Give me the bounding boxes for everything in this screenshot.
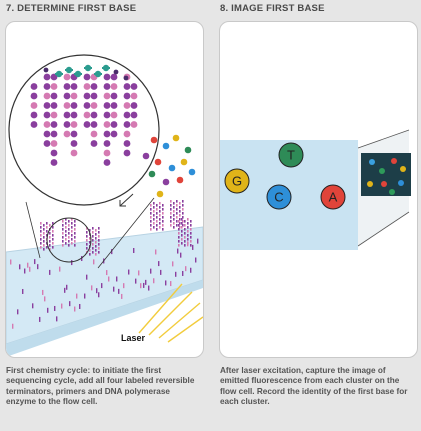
zoom-source-circle (46, 217, 92, 263)
magnified-cluster-circle (8, 54, 160, 206)
magnified-dna-strands (30, 64, 138, 166)
flow-cell-surface (6, 226, 203, 345)
laser-label: Laser (121, 333, 146, 343)
base-A-cluster: A (320, 184, 346, 210)
surface-dna-strands (10, 238, 199, 329)
image-first-base-illustration: T G C A (220, 129, 411, 250)
base-T-cluster: T (278, 142, 304, 168)
determine-first-base-panel: Laser (5, 21, 204, 358)
base-T-label: T (287, 148, 295, 163)
labeled-nucleotides (142, 134, 196, 198)
base-A-label: A (329, 190, 338, 205)
fluorescence-image-inset (361, 153, 411, 196)
step-8-heading: 8. IMAGE FIRST BASE (220, 3, 325, 14)
laser-beams (138, 283, 203, 343)
arrow-icon (119, 193, 134, 207)
zoom-connector-line (25, 201, 41, 259)
step-7-heading: 7. DETERMINE FIRST BASE (6, 3, 137, 14)
determine-first-base-illustration: Laser (6, 54, 203, 357)
base-G-label: G (232, 174, 242, 189)
base-C-cluster: C (266, 184, 292, 210)
step-7-caption: First chemistry cycle: to initiate the f… (6, 366, 195, 407)
dna-clusters (40, 200, 192, 256)
base-C-label: C (274, 190, 283, 205)
base-G-cluster: G (224, 168, 250, 194)
image-first-base-panel: T G C A (219, 21, 418, 358)
fluorescence-dots (367, 158, 406, 195)
step-8-caption: After laser excitation, capture the imag… (220, 366, 408, 407)
